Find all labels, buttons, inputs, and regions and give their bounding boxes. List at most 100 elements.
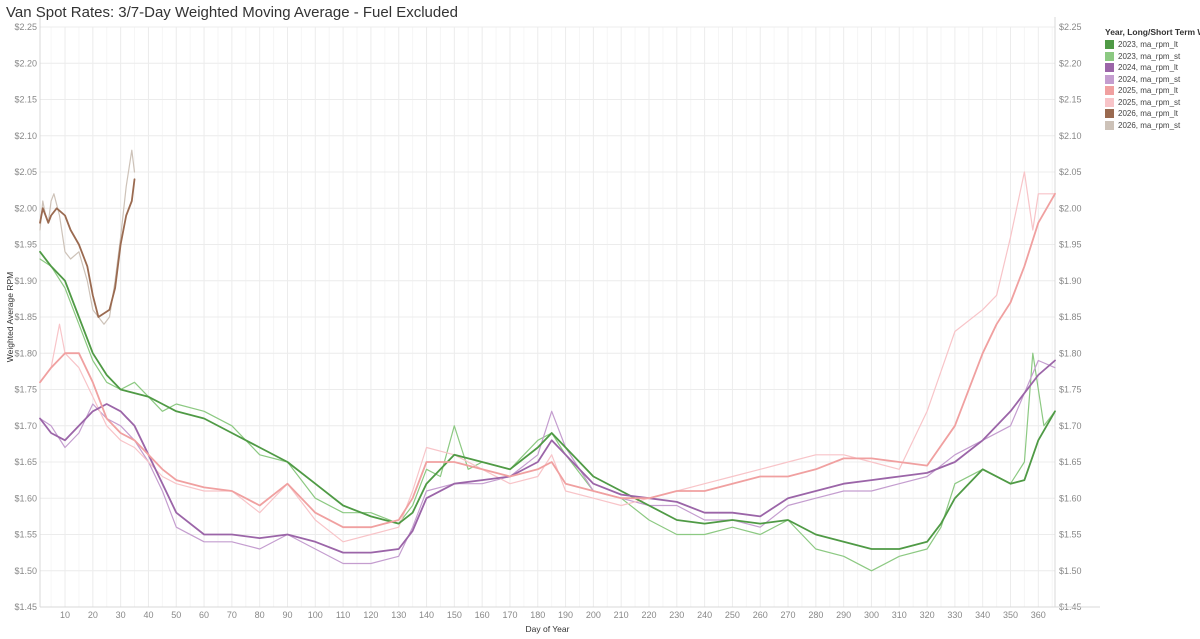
y-tick-label-left: $1.45 bbox=[14, 602, 37, 612]
legend-item[interactable]: 2025, ma_rpm_lt bbox=[1105, 85, 1200, 97]
legend-item[interactable]: 2023, ma_rpm_lt bbox=[1105, 39, 1200, 51]
y-tick-label-left: $2.10 bbox=[14, 131, 37, 141]
legend-item[interactable]: 2024, ma_rpm_st bbox=[1105, 74, 1200, 86]
y-tick-label-right: $1.60 bbox=[1059, 493, 1082, 503]
x-tick-label: 60 bbox=[199, 610, 209, 620]
y-tick-label-right: $2.05 bbox=[1059, 167, 1082, 177]
series-line-2025-ma-rpm-lt bbox=[39, 192, 1056, 529]
y-tick-label-left: $2.00 bbox=[14, 203, 37, 213]
y-tick-label-left: $1.90 bbox=[14, 276, 37, 286]
x-tick-label: 100 bbox=[308, 610, 323, 620]
y-tick-label-right: $2.25 bbox=[1059, 22, 1082, 32]
legend: Year, Long/Short Term WMA 2023, ma_rpm_l… bbox=[1105, 27, 1200, 131]
y-tick-label-right: $1.55 bbox=[1059, 530, 1082, 540]
x-tick-label: 110 bbox=[336, 610, 350, 620]
y-tick-label-right: $1.85 bbox=[1059, 312, 1082, 322]
series-lines bbox=[39, 149, 1056, 572]
y-tick-label-right: $2.20 bbox=[1059, 58, 1082, 68]
y-tick-label-left: $1.70 bbox=[14, 421, 37, 431]
x-tick-label: 300 bbox=[864, 610, 879, 620]
legend-swatch bbox=[1105, 109, 1114, 119]
x-tick-label: 170 bbox=[502, 610, 517, 620]
x-tick-label: 180 bbox=[530, 610, 545, 620]
y-tick-label-right: $2.00 bbox=[1059, 203, 1082, 213]
legend-label: 2023, ma_rpm_lt bbox=[1118, 40, 1179, 50]
x-tick-label: 290 bbox=[836, 610, 851, 620]
legend-swatch bbox=[1105, 40, 1114, 50]
x-tick-label: 360 bbox=[1031, 610, 1046, 620]
y-tick-label-left: $2.05 bbox=[14, 167, 37, 177]
x-tick-label: 270 bbox=[781, 610, 796, 620]
x-tick-label: 250 bbox=[725, 610, 740, 620]
series-line-2024-ma-rpm-lt bbox=[39, 359, 1056, 554]
x-tick-label: 220 bbox=[641, 610, 656, 620]
x-tick-label: 310 bbox=[892, 610, 907, 620]
legend-item[interactable]: 2026, ma_rpm_lt bbox=[1105, 108, 1200, 120]
legend-swatch bbox=[1105, 63, 1114, 73]
y-axis-title: Weighted Average RPM bbox=[5, 272, 15, 362]
legend-label: 2026, ma_rpm_lt bbox=[1118, 109, 1179, 119]
x-tick-label: 130 bbox=[391, 610, 406, 620]
y-tick-label-left: $1.95 bbox=[14, 240, 37, 250]
legend-swatch bbox=[1105, 120, 1114, 130]
x-tick-label: 280 bbox=[808, 610, 823, 620]
y-tick-label-right: $1.80 bbox=[1059, 348, 1082, 358]
y-tick-label-left: $2.25 bbox=[14, 22, 37, 32]
legend-label: 2026, ma_rpm_st bbox=[1118, 120, 1181, 130]
series-line-2026-ma-rpm-lt bbox=[39, 178, 136, 318]
x-axis-title: Day of Year bbox=[526, 624, 570, 634]
y-tick-label-right: $2.15 bbox=[1059, 95, 1082, 105]
series-line-2025-ma-rpm-st bbox=[39, 171, 1056, 543]
x-tick-label: 190 bbox=[558, 610, 573, 620]
y-tick-label-left: $1.55 bbox=[14, 530, 37, 540]
legend-item[interactable]: 2024, ma_rpm_lt bbox=[1105, 62, 1200, 74]
x-tick-label: 30 bbox=[116, 610, 126, 620]
chart-canvas: 10 20 30 40 50 60 70 80 90 100 110 120 130 140 150 160 1… bbox=[5, 17, 1100, 634]
y-tick-label-right: $1.65 bbox=[1059, 457, 1082, 467]
series-line-2023-ma-rpm-lt bbox=[39, 250, 1056, 550]
y-tick-label-left: $2.15 bbox=[14, 95, 37, 105]
y-tick-label-left: $1.50 bbox=[14, 566, 37, 576]
y-tick-label-left: $2.20 bbox=[14, 58, 37, 68]
x-tick-label: 140 bbox=[419, 610, 434, 620]
y-tick-label-left: $1.85 bbox=[14, 312, 37, 322]
x-tick-label: 150 bbox=[447, 610, 462, 620]
y-tick-label-right: $1.90 bbox=[1059, 276, 1082, 286]
x-tick-label: 350 bbox=[1003, 610, 1018, 620]
legend-title: Year, Long/Short Term WMA bbox=[1105, 27, 1200, 37]
x-tick-label: 340 bbox=[975, 610, 990, 620]
x-tick-label: 120 bbox=[363, 610, 378, 620]
legend-swatch bbox=[1105, 97, 1114, 107]
legend-label: 2025, ma_rpm_st bbox=[1118, 97, 1181, 107]
legend-label: 2024, ma_rpm_lt bbox=[1118, 63, 1179, 73]
x-tick-label: 90 bbox=[282, 610, 292, 620]
y-tick-label-left: $1.75 bbox=[14, 385, 37, 395]
y-tick-label-left: $1.65 bbox=[14, 457, 37, 467]
legend-swatch bbox=[1105, 86, 1114, 96]
series-line-2024-ma-rpm-st bbox=[39, 359, 1056, 565]
y-tick-label-right: $2.10 bbox=[1059, 131, 1082, 141]
x-tick-label: 40 bbox=[143, 610, 153, 620]
x-tick-label: 200 bbox=[586, 610, 601, 620]
legend-items: 2023, ma_rpm_lt 2023, ma_rpm_st 2024, ma_r… bbox=[1105, 39, 1200, 131]
grid bbox=[40, 26, 1055, 608]
chart-title: Van Spot Rates: 3/7-Day Weighted Moving … bbox=[6, 4, 458, 21]
x-tick-label: 230 bbox=[669, 610, 684, 620]
x-tick-label: 160 bbox=[475, 610, 490, 620]
legend-item[interactable]: 2025, ma_rpm_st bbox=[1105, 97, 1200, 109]
x-tick-label: 20 bbox=[88, 610, 98, 620]
legend-item[interactable]: 2026, ma_rpm_st bbox=[1105, 120, 1200, 132]
y-tick-label-left: $1.60 bbox=[14, 493, 37, 503]
y-tick-label-right: $1.70 bbox=[1059, 421, 1082, 431]
legend-swatch bbox=[1105, 51, 1114, 61]
y-tick-label-right: $1.95 bbox=[1059, 240, 1082, 250]
x-tick-label: 70 bbox=[227, 610, 237, 620]
y-tick-label-right: $1.50 bbox=[1059, 566, 1082, 576]
x-tick-label: 240 bbox=[697, 610, 712, 620]
legend-label: 2025, ma_rpm_lt bbox=[1118, 86, 1179, 96]
legend-item[interactable]: 2023, ma_rpm_st bbox=[1105, 51, 1200, 63]
x-tick-label: 10 bbox=[60, 610, 70, 620]
x-tick-label: 210 bbox=[614, 610, 629, 620]
x-tick-label: 320 bbox=[920, 610, 935, 620]
axes: 10 20 30 40 50 60 70 80 90 100 110 120 130 140 150 160 1… bbox=[5, 17, 1100, 634]
